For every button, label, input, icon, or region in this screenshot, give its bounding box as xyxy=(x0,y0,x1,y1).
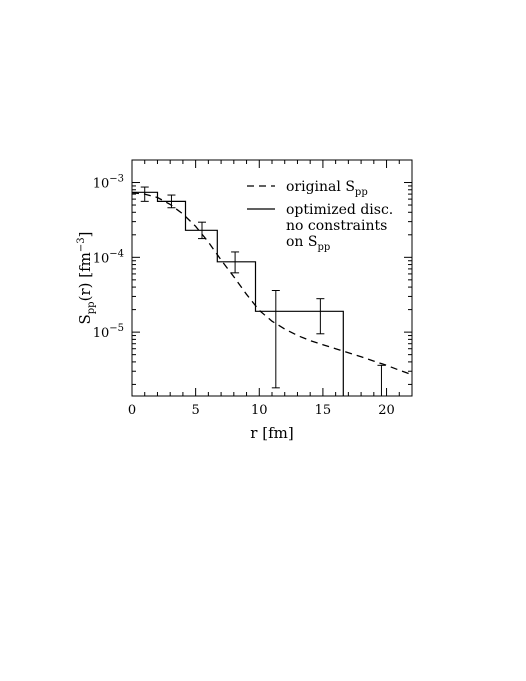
error-bar xyxy=(167,194,176,209)
error-bar xyxy=(140,186,149,202)
legend-label-optimized: on Spp xyxy=(286,234,330,253)
error-bar xyxy=(316,298,325,335)
x-tick-label: 10 xyxy=(251,403,268,418)
y-tick-label: 10−3 xyxy=(93,174,124,192)
legend-label-original: original Spp xyxy=(286,179,368,198)
y-tick-label: 10−5 xyxy=(93,323,124,341)
series-step-optimized xyxy=(132,191,344,396)
legend: original Spp optimized disc.no constraint… xyxy=(247,179,393,253)
x-tick-label: 0 xyxy=(128,403,136,418)
legend-label-optimized: optimized disc. xyxy=(286,202,393,218)
x-tick-label: 5 xyxy=(191,403,199,418)
y-axis-label: Spp(r) [fm−3] xyxy=(76,232,97,325)
error-bar xyxy=(198,221,206,240)
x-tick-label: 15 xyxy=(315,403,332,418)
legend-label-optimized: no constraints xyxy=(286,218,387,234)
axes: 0 5 10 15 20 10−3 10−4 10−5 r [fm] Spp(r) [fm−3] xyxy=(76,159,413,442)
error-bar xyxy=(231,251,240,274)
series-line-original xyxy=(131,192,413,376)
x-tick-label: 20 xyxy=(378,403,395,418)
y-tick-label: 10−4 xyxy=(93,248,124,266)
error-bar xyxy=(271,290,280,389)
plot-area xyxy=(131,186,413,397)
error-bar xyxy=(377,364,386,397)
x-axis-label: r [fm] xyxy=(250,424,293,442)
